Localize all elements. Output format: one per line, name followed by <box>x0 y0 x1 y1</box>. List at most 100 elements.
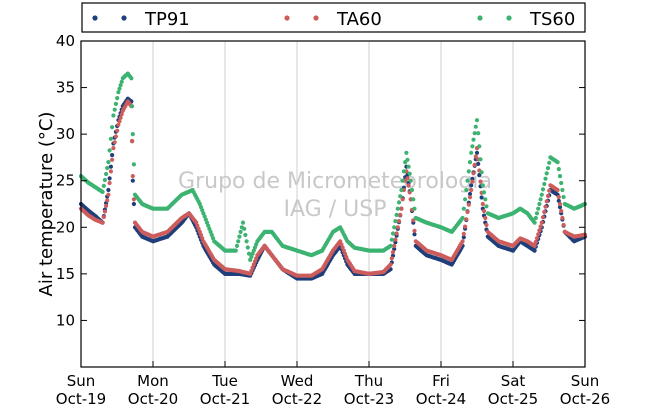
data-point <box>242 226 247 231</box>
data-point <box>107 176 112 181</box>
data-point <box>116 122 121 127</box>
data-point <box>460 239 465 244</box>
data-point <box>542 209 547 215</box>
data-point <box>400 197 405 202</box>
data-point <box>559 208 564 214</box>
y-axis: 10 15 20 25 30 35 40 <box>56 32 585 329</box>
data-point <box>543 176 548 181</box>
data-point <box>539 192 544 197</box>
data-point <box>102 177 107 183</box>
data-point <box>130 104 135 109</box>
data-point <box>107 148 112 153</box>
data-point <box>108 169 113 174</box>
x-tick-day: Sun <box>571 372 600 390</box>
data-point <box>561 194 566 200</box>
data-point <box>107 180 112 186</box>
data-point <box>102 209 107 214</box>
x-tick-day: Sun <box>67 372 96 390</box>
y-tick-label: 20 <box>56 218 75 236</box>
data-point <box>480 201 485 207</box>
data-point <box>117 86 122 91</box>
x-tick-day: Tue <box>211 372 238 390</box>
data-point <box>111 113 116 118</box>
data-point <box>104 171 109 177</box>
data-point <box>460 215 465 221</box>
data-point <box>461 235 466 240</box>
data-point <box>100 189 105 194</box>
data-point <box>398 212 403 217</box>
legend-marker <box>506 15 512 21</box>
data-point <box>408 178 413 183</box>
data-point <box>559 180 564 186</box>
data-point <box>129 76 134 81</box>
data-point <box>405 176 410 181</box>
data-point <box>209 232 214 238</box>
data-point <box>398 194 403 199</box>
data-point <box>544 171 549 176</box>
data-point <box>113 101 118 106</box>
data-point <box>557 205 563 210</box>
data-point <box>108 164 113 169</box>
data-point <box>545 193 551 199</box>
data-point <box>533 215 538 221</box>
x-tick-date: Oct-22 <box>272 390 322 408</box>
data-point <box>249 268 254 273</box>
data-point <box>484 204 489 209</box>
data-point <box>560 187 565 193</box>
data-point <box>471 137 476 142</box>
data-point <box>105 165 110 171</box>
data-point <box>406 164 411 169</box>
data-point <box>116 90 121 95</box>
legend-label: TA60 <box>336 9 382 30</box>
data-point <box>556 194 561 200</box>
data-point <box>532 220 537 225</box>
data-point <box>131 197 136 202</box>
data-point <box>483 215 488 221</box>
legend-marker <box>92 15 98 21</box>
data-point <box>481 208 487 214</box>
data-point <box>461 206 466 211</box>
data-point <box>111 146 116 151</box>
data-point <box>411 197 416 202</box>
data-point <box>112 140 117 145</box>
data-point <box>466 169 471 174</box>
watermark-line: Grupo de Micrometeorologia <box>178 169 492 194</box>
data-point <box>464 217 469 222</box>
x-axis: SunOct-19MonOct-20TueOct-21WedOct-22ThuO… <box>56 361 610 408</box>
y-tick-label: 35 <box>56 79 75 97</box>
data-point <box>465 178 470 183</box>
data-point <box>532 248 537 253</box>
data-point <box>238 229 243 234</box>
data-point <box>388 243 393 248</box>
data-point <box>115 96 120 101</box>
x-tick-day: Mon <box>137 372 169 390</box>
data-point <box>463 224 468 229</box>
data-point <box>113 134 118 139</box>
data-point <box>393 237 398 242</box>
x-tick-day: Sat <box>501 372 526 390</box>
data-point <box>110 157 115 162</box>
data-point <box>130 139 135 144</box>
data-point <box>105 198 110 203</box>
data-point <box>394 231 399 236</box>
data-point <box>466 202 471 207</box>
data-point <box>198 232 204 238</box>
data-point <box>106 187 111 193</box>
data-point <box>474 150 480 155</box>
data-point <box>476 131 481 136</box>
data-point <box>106 160 111 165</box>
data-point <box>537 228 542 233</box>
data-point <box>534 236 540 241</box>
data-point <box>389 237 394 242</box>
data-point <box>106 192 111 197</box>
data-point <box>555 160 560 165</box>
data-point <box>243 232 248 238</box>
data-point <box>461 231 466 236</box>
data-point <box>481 190 487 195</box>
data-point <box>470 144 475 149</box>
data-point <box>131 162 136 167</box>
data-point <box>556 167 561 172</box>
data-point <box>108 136 113 141</box>
data-point <box>543 204 548 209</box>
